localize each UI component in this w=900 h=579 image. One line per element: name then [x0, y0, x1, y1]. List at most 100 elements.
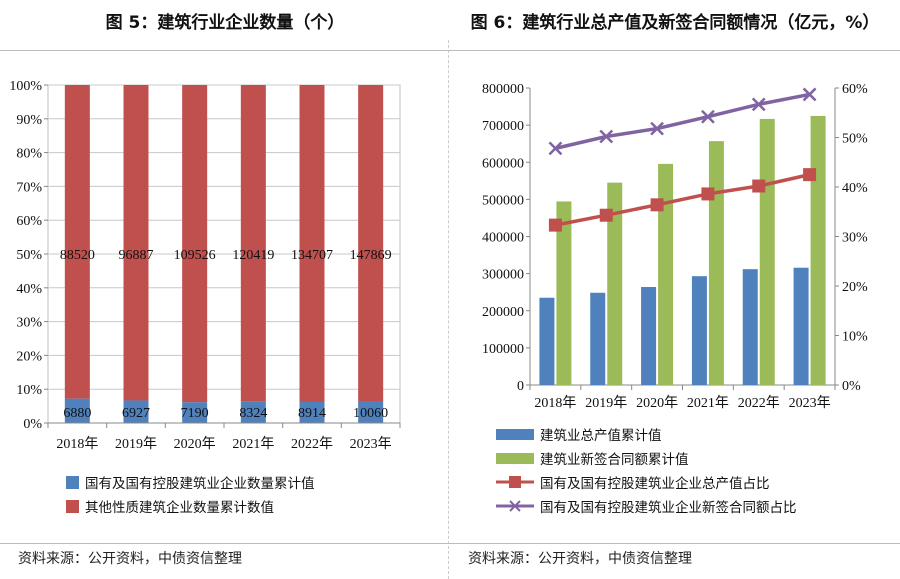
data-label-state-firms: 6880	[63, 406, 91, 421]
bar-other-firms	[358, 85, 384, 402]
figure-5-panel: 图 5：建筑行业企业数量（个） 0% 10% 20% 30% 40% 50% 60% 70% 8…	[0, 0, 450, 567]
bar-state-firms	[240, 401, 266, 423]
bar-other-firms	[240, 85, 266, 402]
left-tick-label: 800000	[482, 82, 524, 97]
legend-label-output: 建筑业总产值累计值	[540, 428, 662, 444]
data-label-other-firms: 88520	[60, 248, 95, 263]
legend-swatch-output-share	[496, 476, 534, 488]
figure-5-chart: 0% 10% 20% 30% 40% 50% 60% 70% 80% 90% 100% 88520 68…	[9, 79, 401, 452]
y-tick-label: 100%	[9, 79, 42, 94]
data-label-other-firms: 147869	[350, 248, 392, 263]
point-output-share	[752, 179, 766, 193]
right-tick-label: 40%	[842, 181, 868, 196]
legend-swatch-contract-share	[496, 500, 534, 512]
bar-state-firms	[358, 401, 384, 423]
figure-6-top-rule	[450, 50, 900, 51]
bar-contracts	[556, 201, 572, 385]
point-output-share	[701, 187, 715, 201]
bar-other-firms	[299, 85, 325, 403]
point-output-share	[650, 198, 664, 212]
legend-swatch-other-firms	[66, 499, 79, 513]
left-tick-label: 0	[517, 379, 524, 394]
bar-output	[742, 269, 758, 385]
legend-item-output-share: 国有及国有控股建筑业企业总产值占比	[496, 470, 797, 494]
right-tick-label: 20%	[842, 280, 868, 295]
x-tick-label: 2023年	[350, 436, 392, 452]
left-tick-label: 100000	[482, 342, 524, 357]
line-output-share	[555, 172, 810, 227]
right-tick-label: 10%	[842, 330, 868, 345]
figure-6-source: 资料来源：公开资料，中债资信整理	[468, 551, 692, 567]
figure-6-chart: 0 100000 200000 300000 400000 500000 600000 700…	[482, 82, 868, 411]
bar-contracts	[759, 118, 775, 385]
y-tick-label: 20%	[16, 349, 42, 364]
point-contract-share	[548, 141, 563, 156]
bar-contracts	[708, 141, 724, 385]
y-tick-label: 90%	[16, 113, 42, 128]
legend-label-contracts: 建筑业新签合同额累计值	[540, 452, 689, 468]
point-contract-share	[599, 129, 614, 144]
bar-output	[641, 287, 657, 385]
x-tick-label: 2019年	[115, 436, 157, 452]
legend-swatch-output	[496, 428, 534, 440]
point-contract-share	[701, 109, 715, 124]
x-tick-label: 2018年	[534, 395, 576, 411]
bar-other-firms	[64, 85, 90, 399]
legend-item-contract-share: 国有及国有控股建筑业企业新签合同额占比	[496, 494, 797, 518]
right-tick-label: 0%	[842, 379, 861, 394]
figure-5-title: 图 5：建筑行业企业数量（个）	[0, 0, 450, 40]
y-tick-label: 60%	[16, 214, 42, 229]
legend-label-other-firms: 其他性质建筑企业数量累计数值	[85, 500, 274, 516]
bar-contracts	[607, 182, 623, 385]
figure-6-panel: 图 6：建筑行业总产值及新签合同额情况（亿元，%） 0 100000 200000 3…	[450, 0, 900, 579]
y-tick-label: 0%	[23, 417, 42, 432]
y-tick-label: 50%	[16, 248, 42, 263]
figure-6-bottom-rule	[450, 543, 900, 544]
data-label-state-firms: 7190	[181, 406, 209, 421]
x-tick-label: 2021年	[687, 395, 729, 411]
data-label-state-firms: 8324	[239, 406, 267, 421]
data-label-other-firms: 96887	[119, 248, 154, 263]
point-contract-share	[751, 97, 766, 112]
legend-item-state-firms: 国有及国有控股建筑业企业数量累计值	[66, 470, 315, 494]
x-tick-label: 2020年	[174, 436, 216, 452]
figure-5-top-rule	[0, 50, 450, 51]
y-tick-label: 70%	[16, 180, 42, 195]
legend-item-other-firms: 其他性质建筑企业数量累计数值	[66, 494, 315, 518]
figure-5-legend: 国有及国有控股建筑业企业数量累计值 其他性质建筑企业数量累计数值	[66, 470, 315, 518]
figure-6-legend: 建筑业总产值累计值 建筑业新签合同额累计值 国有及国有控股建筑业企业总产值占比 …	[496, 422, 797, 518]
x-tick-label: 2022年	[291, 436, 333, 452]
right-tick-label: 30%	[842, 231, 868, 246]
point-contract-share	[650, 121, 664, 136]
bar-other-firms	[123, 85, 149, 401]
data-label-state-firms: 6927	[122, 406, 150, 421]
data-label-state-firms: 8914	[298, 406, 326, 421]
y-tick-label: 40%	[16, 282, 42, 297]
bar-output	[691, 276, 707, 385]
legend-label-output-share: 国有及国有控股建筑业企业总产值占比	[540, 476, 770, 492]
legend-label-contract-share: 国有及国有控股建筑业企业新签合同额占比	[540, 500, 797, 516]
bar-state-firms	[64, 398, 90, 423]
point-output-share	[803, 168, 817, 182]
y-tick-label: 30%	[16, 316, 42, 331]
line-contract-share	[555, 92, 810, 151]
left-tick-label: 600000	[482, 156, 524, 171]
left-tick-label: 500000	[482, 193, 524, 208]
data-label-other-firms: 134707	[291, 248, 333, 263]
left-tick-label: 300000	[482, 268, 524, 283]
bar-output	[793, 267, 809, 385]
left-tick-label: 400000	[482, 231, 524, 246]
x-tick-label: 2020年	[636, 395, 678, 411]
figure-5-bottom-rule	[0, 543, 450, 544]
x-tick-label: 2019年	[585, 395, 627, 411]
left-tick-label: 700000	[482, 119, 524, 134]
bar-state-firms	[123, 400, 149, 423]
panel-divider	[448, 0, 449, 579]
bar-other-firms	[182, 85, 208, 403]
x-tick-label: 2018年	[56, 436, 98, 452]
point-output-share	[548, 218, 562, 232]
figure-6-title: 图 6：建筑行业总产值及新签合同额情况（亿元，%）	[450, 0, 900, 40]
figure-5-source: 资料来源：公开资料，中债资信整理	[18, 551, 242, 567]
y-tick-label: 80%	[16, 147, 42, 162]
y-tick-label: 10%	[16, 383, 42, 398]
